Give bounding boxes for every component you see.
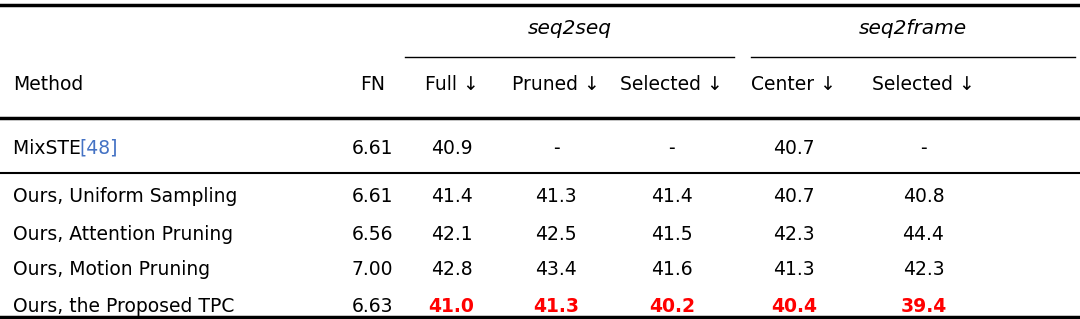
Text: 41.4: 41.4: [431, 187, 472, 206]
Text: 41.6: 41.6: [651, 260, 692, 279]
Text: 6.56: 6.56: [352, 225, 393, 244]
Text: 41.3: 41.3: [773, 260, 814, 279]
Text: 42.1: 42.1: [431, 225, 472, 244]
Text: -: -: [553, 139, 559, 158]
Text: 40.2: 40.2: [649, 297, 694, 316]
Text: -: -: [669, 139, 675, 158]
Text: 6.61: 6.61: [352, 139, 393, 158]
Text: -: -: [920, 139, 927, 158]
Text: Ours, Attention Pruning: Ours, Attention Pruning: [13, 225, 233, 244]
Text: Ours, the Proposed TPC: Ours, the Proposed TPC: [13, 297, 234, 316]
Text: 41.3: 41.3: [536, 187, 577, 206]
Text: Full ↓: Full ↓: [424, 75, 478, 94]
Text: Pruned ↓: Pruned ↓: [512, 75, 600, 94]
Text: 41.0: 41.0: [429, 297, 474, 316]
Text: MixSTE: MixSTE: [13, 139, 86, 158]
Text: Method: Method: [13, 75, 83, 94]
Text: 40.7: 40.7: [773, 187, 814, 206]
Text: 41.4: 41.4: [651, 187, 692, 206]
Text: 40.8: 40.8: [903, 187, 944, 206]
Text: Selected ↓: Selected ↓: [872, 75, 975, 94]
Text: 7.00: 7.00: [352, 260, 393, 279]
Text: 42.8: 42.8: [431, 260, 472, 279]
Text: FN: FN: [360, 75, 386, 94]
Text: 44.4: 44.4: [903, 225, 944, 244]
Text: Center ↓: Center ↓: [752, 75, 836, 94]
Text: Ours, Motion Pruning: Ours, Motion Pruning: [13, 260, 211, 279]
Text: 6.61: 6.61: [352, 187, 393, 206]
Text: 40.9: 40.9: [431, 139, 472, 158]
Text: 42.3: 42.3: [773, 225, 814, 244]
Text: 42.5: 42.5: [536, 225, 577, 244]
Text: 39.4: 39.4: [901, 297, 946, 316]
Text: 41.5: 41.5: [651, 225, 692, 244]
Text: seq2seq: seq2seq: [528, 19, 611, 38]
Text: Selected ↓: Selected ↓: [620, 75, 724, 94]
Text: Ours, Uniform Sampling: Ours, Uniform Sampling: [13, 187, 238, 206]
Text: 43.4: 43.4: [536, 260, 577, 279]
Text: [48]: [48]: [80, 139, 118, 158]
Text: seq2frame: seq2frame: [859, 19, 967, 38]
Text: 41.3: 41.3: [534, 297, 579, 316]
Text: 42.3: 42.3: [903, 260, 944, 279]
Text: 6.63: 6.63: [352, 297, 393, 316]
Text: 40.7: 40.7: [773, 139, 814, 158]
Text: 40.4: 40.4: [771, 297, 816, 316]
